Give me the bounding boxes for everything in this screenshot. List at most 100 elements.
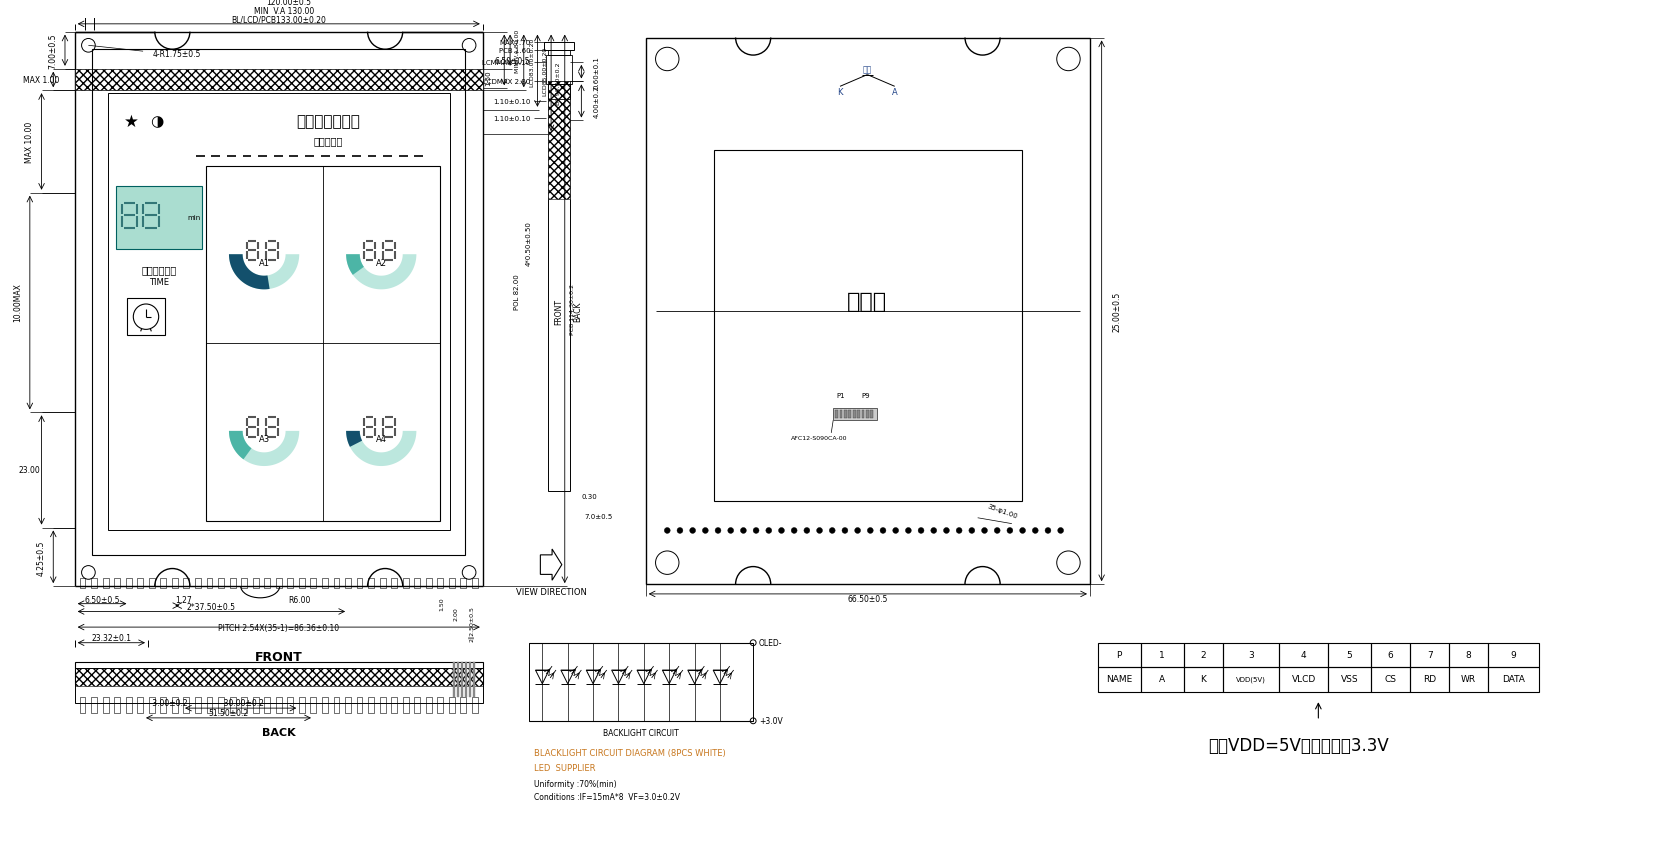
Bar [195,698,202,713]
Text: 6: 6 [1389,650,1393,659]
Text: 4.00±0.2: 4.00±0.2 [593,85,600,118]
Circle shape [931,528,937,534]
Bar [183,578,190,589]
Text: 4.25±0.5: 4.25±0.5 [36,539,46,575]
Text: 1.10±0.10: 1.10±0.10 [493,99,531,105]
Bar [415,578,420,589]
Bar [464,663,468,698]
Text: CS: CS [1385,675,1397,683]
Text: PCB 114.30±0.2: PCB 114.30±0.2 [570,284,575,335]
Bar [126,578,132,589]
Text: 66.50±0.5: 66.50±0.5 [848,595,888,604]
Bar [461,698,466,713]
Bar [137,698,144,713]
Text: MAX 10.00: MAX 10.00 [25,121,35,162]
Bar [403,578,408,589]
Bar [1450,643,1488,667]
Bar [392,578,397,589]
Text: VSS: VSS [1341,675,1359,683]
Text: Uniformity :70%(min): Uniformity :70%(min) [534,779,617,788]
Text: A: A [893,88,898,96]
Bar [1488,667,1539,692]
Circle shape [841,528,848,534]
Text: OLED-: OLED- [759,638,782,647]
Text: 120.00±0.5: 120.00±0.5 [266,0,311,7]
Text: Conditions :IF=15mA*8  VF=3.0±0.2V: Conditions :IF=15mA*8 VF=3.0±0.2V [534,792,679,802]
Circle shape [993,528,1000,534]
Bar [91,698,98,713]
Bar [1450,667,1488,692]
Text: POL 82.00: POL 82.00 [514,274,521,310]
Bar [549,83,570,200]
Bar [160,578,167,589]
Bar [74,663,483,684]
Text: VLCD: VLCD [1291,675,1316,683]
Bar [79,578,86,589]
Text: 25.00±0.5: 25.00±0.5 [1112,292,1122,332]
Bar [74,668,483,704]
Bar [127,299,165,336]
Bar [450,698,455,713]
Bar [646,38,1089,584]
Text: 23.32±0.1: 23.32±0.1 [91,634,131,642]
Bar [380,578,385,589]
Text: 5: 5 [1347,650,1352,659]
Text: 2: 2 [1200,650,1207,659]
Bar [714,151,1022,502]
Bar [848,411,851,419]
Polygon shape [230,432,299,467]
Bar [853,411,856,419]
Text: 2*37.50±0.5: 2*37.50±0.5 [187,602,236,612]
Bar [529,643,754,721]
Bar [205,167,440,521]
Text: PITCH 2.54X(35-1)=86.36±0.10: PITCH 2.54X(35-1)=86.36±0.10 [218,623,339,632]
Bar [345,698,350,713]
Bar [172,698,179,713]
Bar [858,411,860,419]
Bar [230,578,235,589]
Text: R6.00: R6.00 [288,595,311,605]
Text: PCB 1.60: PCB 1.60 [499,48,531,54]
Bar [1327,643,1370,667]
Bar [74,668,483,686]
Text: DATA: DATA [1503,675,1526,683]
Polygon shape [230,255,299,290]
Text: 0.60±0.1: 0.60±0.1 [593,56,600,89]
Bar [545,56,572,85]
Bar [415,698,420,713]
Bar [311,578,316,589]
Text: P: P [1116,650,1122,659]
Text: 1.50: 1.50 [440,597,445,611]
Text: 客户VDD=5V，信号线是3.3V: 客户VDD=5V，信号线是3.3V [1208,736,1389,754]
Polygon shape [345,432,362,447]
Bar [299,578,304,589]
Text: 智能无创电针仪: 智能无创电针仪 [296,113,360,129]
Bar [114,578,121,589]
Bar [102,578,109,589]
Text: 6.50±0.5: 6.50±0.5 [84,595,119,605]
Text: MAX 1.00: MAX 1.00 [23,76,60,85]
Text: 通孔: 通孔 [863,65,873,74]
Bar [1370,667,1410,692]
Text: ——3.00±0.2: ——3.00±0.2 [137,698,188,707]
Text: 0.30: 0.30 [582,494,597,500]
Text: 1.27: 1.27 [175,595,192,605]
Text: —30.00±0.2: —30.00±0.2 [217,698,264,707]
Bar [276,578,281,589]
Bar [79,698,86,713]
Bar [322,698,327,713]
Bar [1279,667,1327,692]
Bar [264,578,269,589]
Text: 剩余治疗时长: 剩余治疗时长 [141,264,177,275]
Bar [845,411,846,419]
Bar [160,698,167,713]
Circle shape [830,528,835,534]
Circle shape [754,528,759,534]
Bar [288,698,293,713]
Text: 4*0.50±0.50: 4*0.50±0.50 [526,221,532,265]
Circle shape [1020,528,1025,534]
Bar [149,698,155,713]
Bar [861,411,865,419]
Text: MIN V.A 80.00: MIN V.A 80.00 [516,30,521,73]
Text: 23.00: 23.00 [18,466,41,475]
